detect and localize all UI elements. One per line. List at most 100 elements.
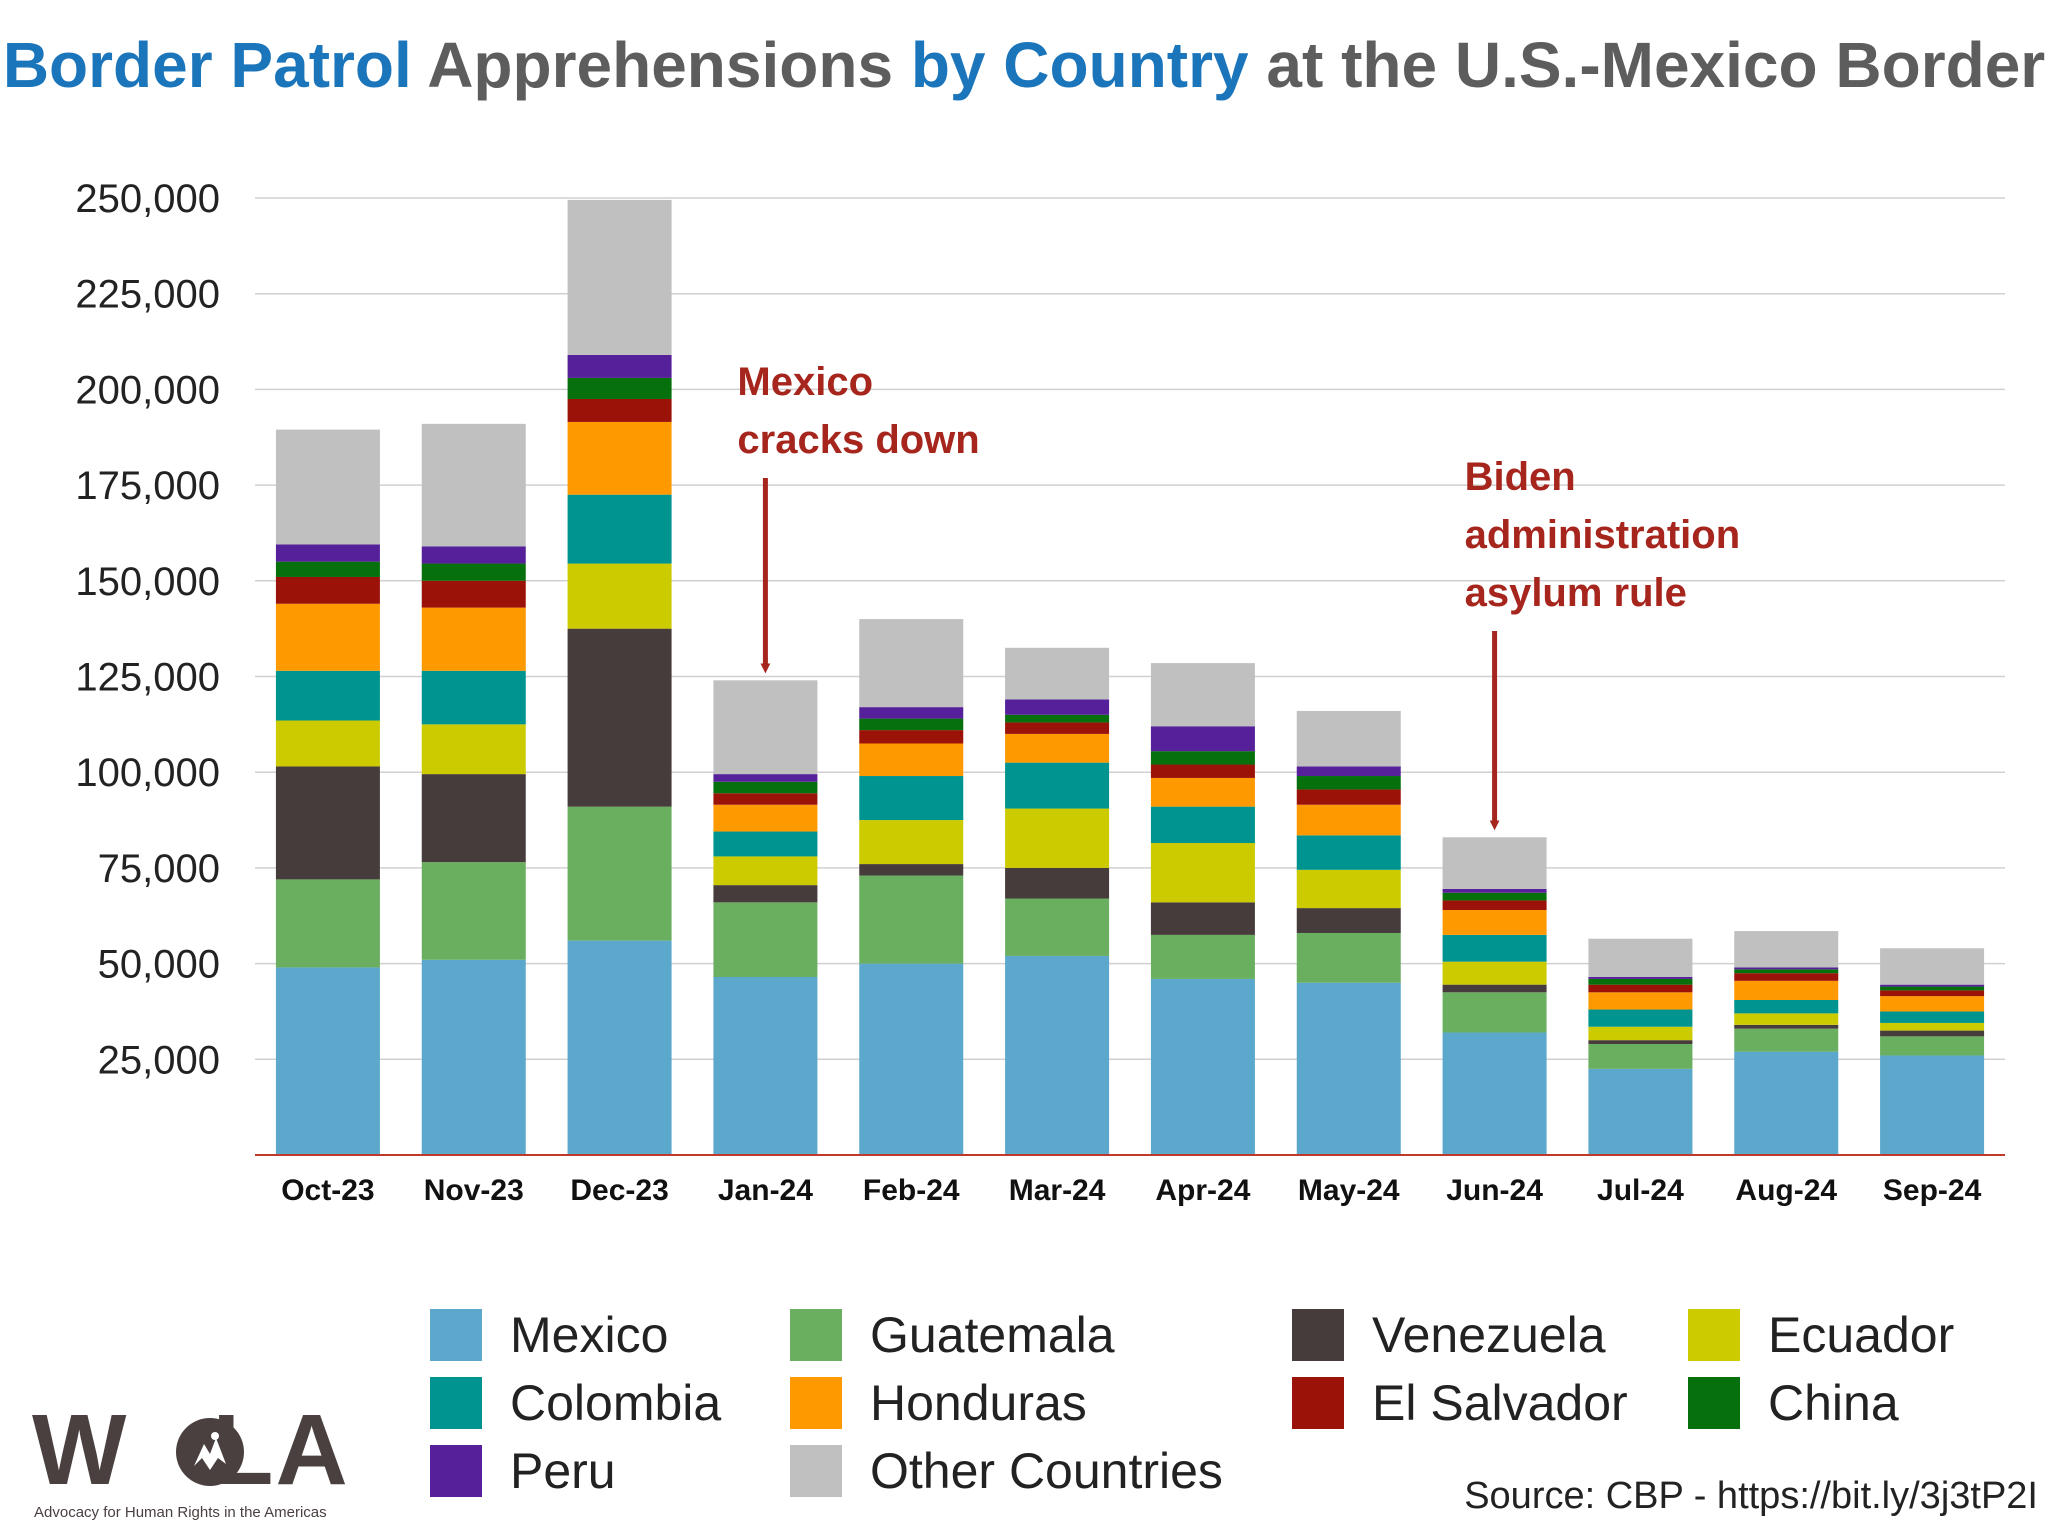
annotations: Mexico cracks down Biden administration asyl… bbox=[737, 360, 1741, 831]
bar-segment bbox=[421, 607, 526, 671]
legend-label: Other Countries bbox=[870, 1443, 1223, 1499]
bar-segment bbox=[1734, 1024, 1839, 1029]
bar-segment bbox=[713, 774, 818, 782]
x-tick-label: Mar-24 bbox=[1009, 1174, 1106, 1207]
legend-swatch bbox=[430, 1445, 482, 1497]
bar-segment bbox=[1588, 938, 1693, 977]
x-tick-label: Jun-24 bbox=[1446, 1174, 1543, 1207]
bird-emblem-icon bbox=[176, 1418, 244, 1486]
bar-segment bbox=[1880, 1030, 1985, 1037]
legend-swatch bbox=[1688, 1309, 1740, 1361]
bar-segment bbox=[1442, 1032, 1547, 1155]
bar-segment bbox=[421, 774, 526, 863]
annotation-text: administration bbox=[1465, 513, 1741, 557]
bar-segment bbox=[1588, 1026, 1693, 1041]
bar-segment bbox=[859, 619, 964, 708]
legend-item: Other Countries bbox=[790, 1441, 1223, 1501]
bar-segment bbox=[1880, 986, 1985, 991]
title-part-border: at the U.S.-Mexico Border bbox=[1248, 29, 2046, 101]
bar-segment bbox=[1880, 948, 1985, 985]
y-tick-label: 50,000 bbox=[98, 943, 220, 987]
bar-segment bbox=[1296, 982, 1401, 1155]
annotation-text: Biden bbox=[1465, 455, 1576, 499]
bar-segment bbox=[567, 377, 672, 399]
annotation-text: asylum rule bbox=[1465, 571, 1687, 615]
bar-segment bbox=[713, 976, 818, 1155]
bar-segment bbox=[713, 804, 818, 832]
legend-label: Peru bbox=[510, 1443, 616, 1499]
legend-label: El Salvador bbox=[1372, 1375, 1628, 1431]
legend-label: Honduras bbox=[870, 1375, 1087, 1431]
y-tick-label: 75,000 bbox=[98, 847, 220, 891]
bar-segment bbox=[1734, 999, 1839, 1014]
bar-segment bbox=[713, 902, 818, 977]
x-tick-label: May-24 bbox=[1298, 1174, 1400, 1207]
bar-segment bbox=[567, 421, 672, 495]
legend-label: Mexico bbox=[510, 1307, 669, 1363]
title-part-by-country: by Country bbox=[910, 29, 1249, 101]
legend-label: Venezuela bbox=[1372, 1307, 1606, 1363]
bar-segment bbox=[859, 875, 964, 964]
bar-segment bbox=[1005, 955, 1110, 1155]
bar-segment bbox=[421, 546, 526, 564]
bar-segment bbox=[421, 563, 526, 581]
stacked-bar-chart: 25,000 50,000 75,000 100,000 125,000 150,000 1… bbox=[75, 177, 2005, 1207]
y-tick-label: 150,000 bbox=[75, 560, 220, 604]
legend-item: El Salvador bbox=[1292, 1373, 1628, 1433]
bar-segment bbox=[713, 831, 818, 857]
bar-segment bbox=[1150, 663, 1255, 727]
legend-label: China bbox=[1768, 1375, 1899, 1431]
x-tick-label: Jan-24 bbox=[718, 1174, 813, 1207]
bar-segment bbox=[1880, 990, 1985, 997]
bar-segment bbox=[1588, 1009, 1693, 1027]
bar-segment bbox=[1734, 1028, 1839, 1052]
legend-item: Honduras bbox=[790, 1373, 1087, 1433]
legend-swatch bbox=[430, 1309, 482, 1361]
bar-segment bbox=[1588, 978, 1693, 985]
bar-segment bbox=[1150, 978, 1255, 1155]
bar-segment bbox=[1150, 934, 1255, 979]
x-tick-label: Jul-24 bbox=[1597, 1174, 1684, 1207]
x-tick-label: Nov-23 bbox=[424, 1174, 524, 1207]
y-tick-label: 125,000 bbox=[75, 656, 220, 700]
bar-segment bbox=[275, 603, 380, 671]
logo-wordmark: W LA bbox=[32, 1400, 350, 1500]
bar-segment bbox=[1734, 1013, 1839, 1025]
bar-segment bbox=[275, 879, 380, 968]
bar-segment bbox=[1734, 931, 1839, 968]
bar-segment bbox=[859, 963, 964, 1155]
bar-segment bbox=[1734, 967, 1839, 970]
bar-segment bbox=[1734, 969, 1839, 974]
bar-segment bbox=[1296, 710, 1401, 767]
bar-segment bbox=[1588, 1068, 1693, 1155]
bar-segment bbox=[567, 494, 672, 564]
chart-title: Border Patrol Apprehensions by Country a… bbox=[0, 28, 2048, 102]
bar-segment bbox=[1150, 777, 1255, 807]
bar-segment bbox=[1734, 980, 1839, 1000]
x-tick-label: Sep-24 bbox=[1883, 1174, 1982, 1207]
legend-item: Venezuela bbox=[1292, 1305, 1606, 1365]
legend-swatch bbox=[1292, 1377, 1344, 1429]
gridlines bbox=[255, 197, 2005, 1061]
bar-segment bbox=[1442, 837, 1547, 889]
bar-segment bbox=[421, 724, 526, 775]
legend-label: Guatemala bbox=[870, 1307, 1115, 1363]
bar-segment bbox=[713, 793, 818, 805]
legend-swatch bbox=[790, 1377, 842, 1429]
legend-swatch bbox=[1292, 1309, 1344, 1361]
x-tick-label: Dec-23 bbox=[570, 1174, 668, 1207]
title-part-apprehensions: Apprehensions bbox=[411, 29, 911, 101]
bar-segment bbox=[713, 781, 818, 794]
bar-segment bbox=[275, 967, 380, 1155]
bar-segment bbox=[275, 561, 380, 577]
logo-tagline: Advocacy for Human Rights in the America… bbox=[34, 1504, 327, 1521]
legend-swatch bbox=[1688, 1377, 1740, 1429]
bar-segment bbox=[1880, 1011, 1985, 1023]
bar-segment bbox=[859, 776, 964, 821]
y-tick-label: 100,000 bbox=[75, 751, 220, 795]
bar-segment bbox=[1296, 908, 1401, 933]
x-tick-label: Oct-23 bbox=[281, 1174, 374, 1207]
axes: 25,000 50,000 75,000 100,000 125,000 150,000 1… bbox=[75, 177, 2005, 1207]
y-tick-label: 225,000 bbox=[75, 273, 220, 317]
bar-segment bbox=[1442, 888, 1547, 893]
